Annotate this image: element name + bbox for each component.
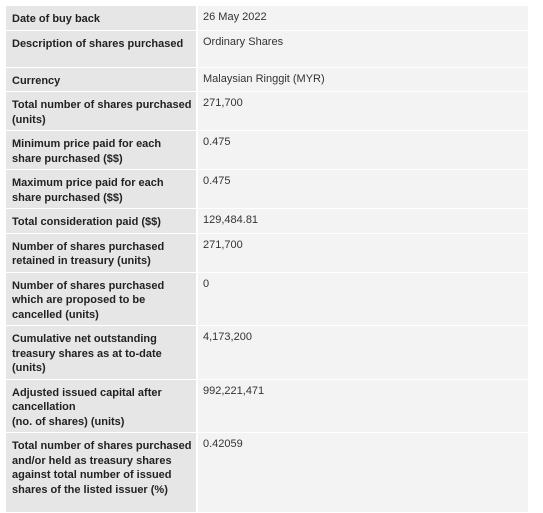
table-row: Date of buy back 26 May 2022: [6, 6, 528, 31]
row-label: Total number of shares purchased and/or …: [6, 433, 198, 513]
table-row: Total consideration paid ($$) 129,484.81: [6, 209, 528, 234]
table-row: Currency Malaysian Ringgit (MYR): [6, 67, 528, 92]
row-label: Total consideration paid ($$): [6, 209, 198, 234]
table-row: Minimum price paid for each share purcha…: [6, 131, 528, 170]
row-label: Date of buy back: [6, 6, 198, 31]
row-value: Ordinary Shares: [198, 30, 528, 68]
row-value: Malaysian Ringgit (MYR): [198, 67, 528, 92]
row-label: Number of shares purchased which are pro…: [6, 272, 198, 326]
row-value: 992,221,471: [198, 379, 528, 433]
row-value: 129,484.81: [198, 209, 528, 234]
row-label: Adjusted issued capital after cancellati…: [6, 379, 198, 433]
row-value: 271,700: [198, 92, 528, 131]
row-label: Cumulative net outstanding treasury shar…: [6, 326, 198, 380]
share-buyback-details: Date of buy back 26 May 2022 Description…: [6, 6, 528, 513]
table-row: Total number of shares purchased (units)…: [6, 92, 528, 131]
row-value: 0.475: [198, 170, 528, 209]
row-value: 0.475: [198, 131, 528, 170]
row-value: 4,173,200: [198, 326, 528, 380]
row-value: 0: [198, 272, 528, 326]
row-value: 26 May 2022: [198, 6, 528, 31]
row-label: Total number of shares purchased (units): [6, 92, 198, 131]
table-row: Number of shares purchased retained in t…: [6, 233, 528, 273]
table-row: Number of shares purchased which are pro…: [6, 272, 528, 326]
row-label: Description of shares purchased: [6, 30, 198, 68]
table-row: Total number of shares purchased and/or …: [6, 433, 528, 513]
row-label: Currency: [6, 67, 198, 92]
row-value: 0.42059: [198, 433, 528, 513]
row-value: 271,700: [198, 233, 528, 273]
row-label: Number of shares purchased retained in t…: [6, 233, 198, 273]
row-label: Maximum price paid for each share purcha…: [6, 170, 198, 209]
table-row: Description of shares purchased Ordinary…: [6, 30, 528, 68]
table-row: Cumulative net outstanding treasury shar…: [6, 326, 528, 380]
buyback-details-table: Date of buy back 26 May 2022 Description…: [6, 6, 528, 513]
table-row: Adjusted issued capital after cancellati…: [6, 379, 528, 433]
row-label: Minimum price paid for each share purcha…: [6, 131, 198, 170]
table-row: Maximum price paid for each share purcha…: [6, 170, 528, 209]
